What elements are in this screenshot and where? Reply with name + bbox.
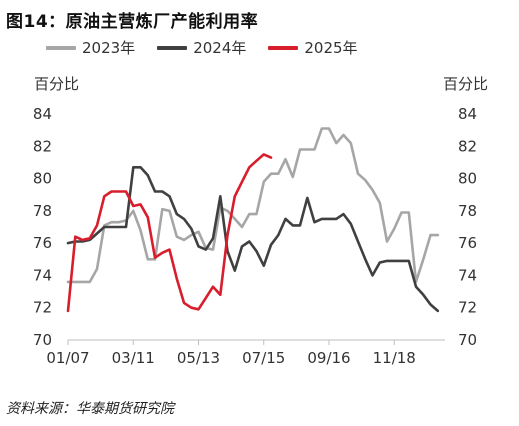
x-tick-label: 09/16 [307,349,350,367]
y-tick-label-right: 84 [458,105,477,123]
series-line-2024年 [66,166,440,313]
y-tick-label-left: 78 [33,202,52,220]
y-tick-label-right: 76 [458,234,477,252]
y-tick-label-right: 70 [458,331,477,349]
y-tick-label-right: 78 [458,202,477,220]
x-tick-label: 01/07 [46,349,89,367]
y-axis-right: 70 72 74 76 78 80 82 84 [458,105,477,349]
series-lines [66,127,440,313]
y-tick-label-right: 74 [458,266,477,284]
y-axis-left: 70 72 74 76 78 80 82 84 [33,105,52,349]
y-tick-label-right: 80 [458,170,477,188]
legend-label-2023: 2023年 [82,39,136,57]
legend-swatch-2023 [46,45,76,50]
y-tick-label-left: 76 [33,234,52,252]
x-tick-label: 11/18 [373,349,416,367]
x-axis: 01/07 03/11 05/13 07/15 09/16 11/18 [46,340,416,367]
legend-swatch-2025 [268,45,299,50]
y-tick-label-left: 70 [33,331,52,349]
y-tick-label-right: 82 [458,137,477,155]
y-axis-unit-left: 百分比 [34,75,80,93]
source-note: 资料来源：华泰期货研究院 [6,401,174,417]
x-tick-label: 03/11 [112,349,155,367]
chart-title: 图14：原油主营炼厂产能利用率 [6,12,259,32]
legend-item-2023[interactable]: 2023年 [46,37,135,58]
legend-item-2025[interactable]: 2025年 [268,37,358,58]
y-axis-unit-right: 百分比 [443,75,489,93]
y-tick-label-left: 82 [33,137,52,155]
y-tick-label-left: 80 [33,170,52,188]
y-tick-label-right: 72 [458,299,477,317]
x-tick-label: 05/13 [177,349,220,367]
x-tick-label: 07/15 [242,349,285,367]
legend: 2023年 2024年 2025年 [46,37,358,58]
series-line-2025年 [66,153,273,313]
legend-item-2024[interactable]: 2024年 [157,37,246,58]
y-tick-label-left: 74 [33,266,52,284]
legend-swatch-2024 [157,45,188,50]
y-tick-label-left: 84 [33,105,52,123]
legend-label-2025: 2025年 [304,39,358,57]
legend-label-2024: 2024年 [193,39,247,57]
y-tick-label-left: 72 [33,299,52,317]
series-line-2023年 [66,127,440,284]
